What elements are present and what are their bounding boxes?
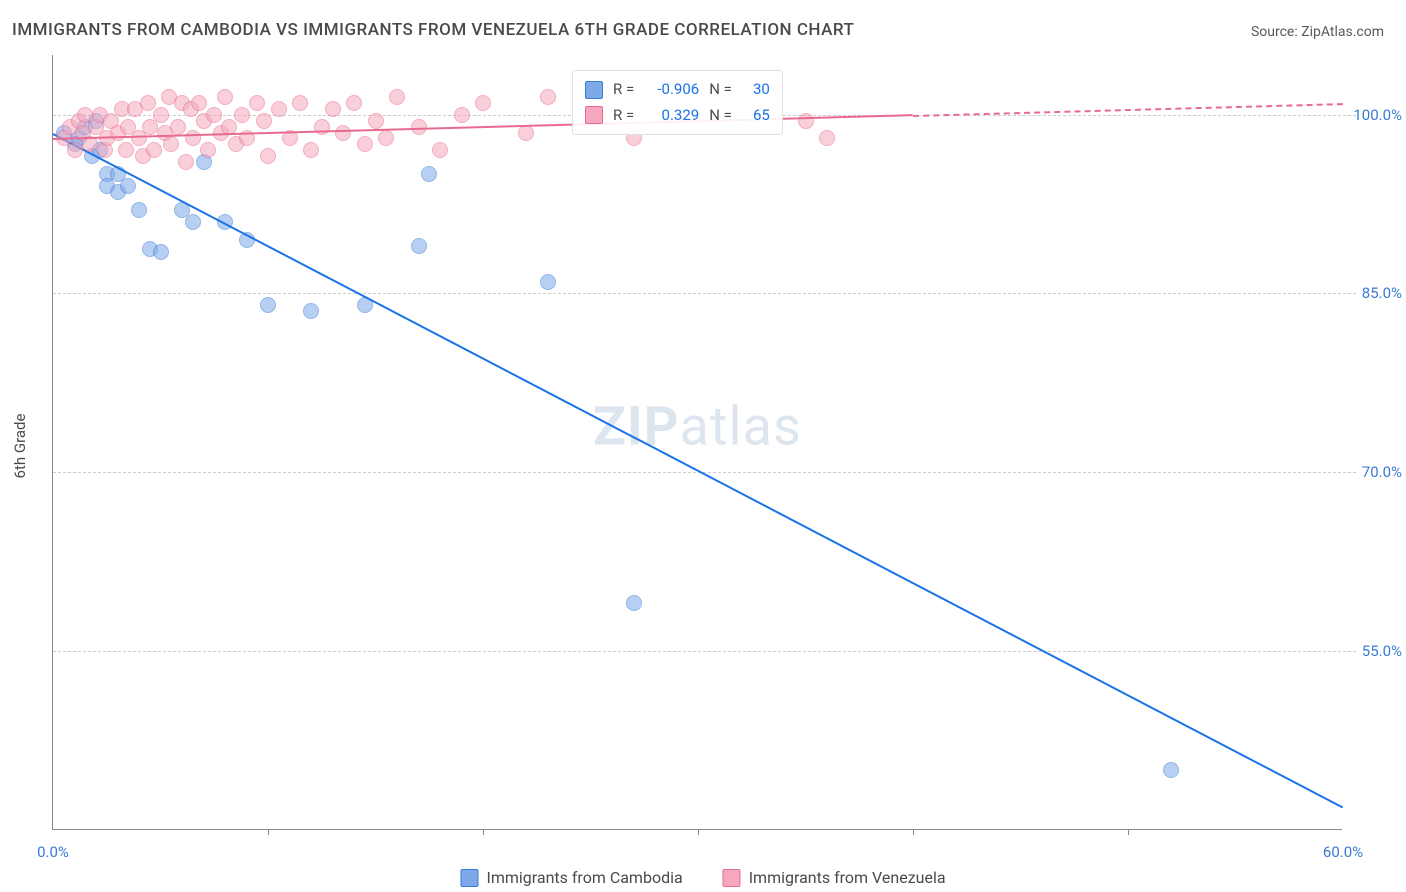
data-point [140,95,156,111]
data-point [200,142,216,158]
gridline [53,651,1356,652]
data-point [292,95,308,111]
gridline [53,293,1356,294]
data-point [271,101,287,117]
data-point [178,154,194,170]
data-point [153,244,169,260]
legend-item: Immigrants from Venezuela [723,868,946,887]
series-swatch [585,106,603,124]
data-point [191,95,207,111]
data-point [378,130,394,146]
data-point [368,113,384,129]
data-point [170,119,186,135]
y-tick-label: 70.0% [1347,463,1402,481]
r-label: R = [613,77,634,103]
data-point [234,107,250,123]
data-point [411,238,427,254]
data-point [217,89,233,105]
data-point [163,136,179,152]
data-point [540,89,556,105]
stats-row: R = -0.906 N = 30 [585,77,770,103]
legend-item: Immigrants from Cambodia [460,868,682,887]
data-point [346,95,362,111]
trend-line [53,133,1344,808]
data-point [432,142,448,158]
data-point [798,113,814,129]
data-point [249,95,265,111]
data-point [153,107,169,123]
data-point [421,166,437,182]
data-point [303,142,319,158]
y-tick-label: 85.0% [1347,284,1402,302]
plot-area: ZIPatlas 55.0%70.0%85.0%100.0%0.0%60.0%R… [52,55,1342,830]
n-value: 30 [742,77,770,103]
data-point [67,142,83,158]
data-point [260,148,276,164]
data-point [626,595,642,611]
data-point [475,95,491,111]
data-point [335,125,351,141]
chart-title: IMMIGRANTS FROM CAMBODIA VS IMMIGRANTS F… [12,20,854,40]
stats-row: R = 0.329 N = 65 [585,103,770,129]
source-label: Source: ZipAtlas.com [1251,24,1384,40]
legend-label: Immigrants from Venezuela [749,868,946,887]
x-tick-mark [1128,829,1129,835]
data-point [260,297,276,313]
y-tick-label: 55.0% [1347,642,1402,660]
x-tick-mark [698,829,699,835]
data-point [389,89,405,105]
data-point [357,136,373,152]
series-swatch [585,81,603,99]
y-tick-label: 100.0% [1347,106,1402,124]
data-point [1163,762,1179,778]
x-tick-mark [913,829,914,835]
n-value: 65 [742,103,770,129]
r-value: -0.906 [644,77,699,103]
bottom-legend: Immigrants from Cambodia Immigrants from … [460,868,945,887]
data-point [819,130,835,146]
stats-box: R = -0.906 N = 30 R = 0.329 N = 65 [572,70,783,135]
x-tick-label: 0.0% [37,843,69,861]
legend-swatch [460,869,478,887]
legend-label: Immigrants from Cambodia [486,868,682,887]
data-point [256,113,272,129]
y-axis-title: 6th Grade [11,414,29,479]
data-point [131,202,147,218]
x-tick-mark [483,829,484,835]
n-label: N = [709,103,732,129]
data-point [206,107,222,123]
data-point [118,142,134,158]
data-point [540,274,556,290]
data-point [303,303,319,319]
data-point [185,130,201,146]
r-value: 0.329 [644,103,699,129]
x-tick-label: 60.0% [1323,843,1363,861]
r-label: R = [613,103,634,129]
data-point [325,101,341,117]
data-point [146,142,162,158]
watermark: ZIPatlas [593,395,802,458]
data-point [120,178,136,194]
data-point [185,214,201,230]
data-point [411,119,427,135]
data-point [454,107,470,123]
x-tick-mark [268,829,269,835]
n-label: N = [709,77,732,103]
legend-swatch [723,869,741,887]
